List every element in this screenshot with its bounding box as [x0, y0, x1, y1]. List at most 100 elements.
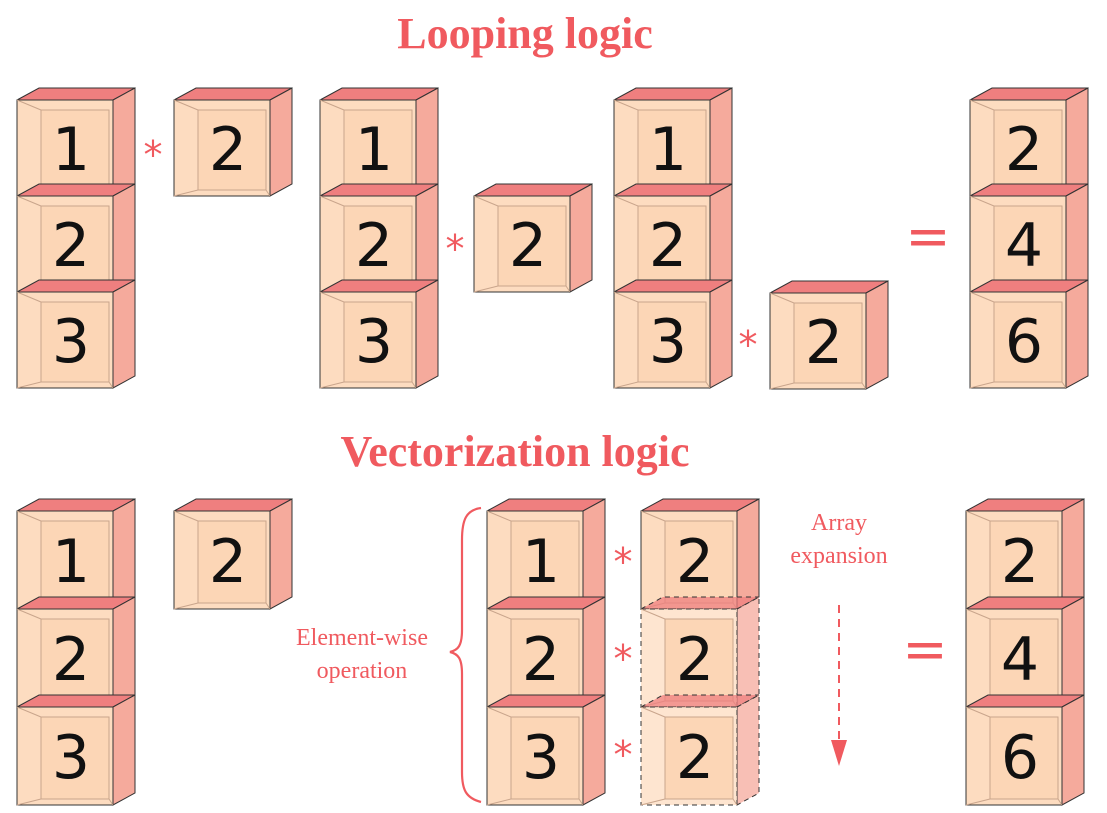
looping-vector-2-cell-2-bevel-line	[319, 195, 345, 207]
looping-scalar-1-side-face	[269, 87, 293, 197]
looping-vector-2-cell-2-inner-face	[343, 205, 413, 287]
vectorization-result-cell-3-bevel-line	[1057, 798, 1063, 806]
looping-result-cell-2-side-face	[1065, 183, 1089, 293]
vectorization-result-cell-2-value: 4	[1001, 625, 1039, 695]
elementwise-vector-cell-1: 1	[486, 498, 606, 610]
looping-vector-3-cell-3-value: 3	[649, 307, 687, 377]
looping-scalar-3-bevel-line	[769, 382, 795, 390]
expanded-scalar-cell-1-inner-face	[664, 520, 734, 604]
elementwise-vector-cell-2: 2	[486, 596, 606, 708]
looping-scalar-1-value: 2	[209, 115, 247, 185]
equals-sign: =	[902, 618, 947, 681]
scalar-input: 2	[173, 498, 293, 610]
multiply-sign: *	[144, 133, 163, 177]
expanded-scalar-cell-3-bevel-line	[640, 798, 666, 806]
scalar-input-bevel-line	[265, 602, 271, 610]
looping-scalar-3: 2	[769, 280, 889, 390]
looping-vector-1-cell-3-value: 3	[52, 307, 90, 377]
looping-vector-2-cell-3-inner-face	[343, 301, 413, 383]
vector-input-cell-3-value: 3	[52, 723, 90, 793]
looping-result-cell-3-value: 6	[1005, 307, 1043, 377]
expanded-scalar-cell-3-bevel-line	[732, 798, 738, 806]
looping-result-cell-1-inner-face	[993, 109, 1063, 191]
looping-vector-1-cell-2-inner-face	[40, 205, 110, 287]
vector-input-cell-3-bevel-line	[16, 798, 42, 806]
vectorization-result-cell-3: 6	[965, 694, 1085, 806]
looping-scalar-2: 2	[473, 183, 593, 293]
looping-vector-3-cell-3-bevel-line	[613, 381, 639, 389]
vector-input-cell-2-side-face	[112, 596, 136, 708]
elementwise-vector-cell-2-value: 2	[522, 625, 560, 695]
looping-result-cell-1: 2	[969, 87, 1089, 197]
looping-vector-3-cell-1-bevel-line	[613, 99, 639, 111]
vectorization-result-cell-1-value: 2	[1001, 527, 1039, 597]
looping-vector-2-cell-3-bevel-line	[411, 381, 417, 389]
looping-vector-2-cell-1-inner-face	[343, 109, 413, 191]
looping-scalar-2-bevel-line	[473, 285, 499, 293]
looping-result-cell-1-value: 2	[1005, 115, 1043, 185]
vectorization-result-cell-3-value: 6	[1001, 723, 1039, 793]
elementwise-vector-cell-3-side-face	[582, 694, 606, 806]
vector-input-cell-1-bevel-line	[16, 510, 42, 522]
elementwise-vector-cell-3-bevel-line	[486, 706, 512, 718]
expanded-scalar-cell-1: 2	[640, 498, 760, 610]
looping-vector-3-cell-3: 3	[613, 279, 733, 389]
elementwise-vector-cell-1-side-face	[582, 498, 606, 610]
looping-vector-3-cell-2-value: 2	[649, 211, 687, 281]
looping-vector-1-cell-2-value: 2	[52, 211, 90, 281]
elementwise-vector-cell-3-bevel-line	[486, 798, 512, 806]
elementwise-vector-cell-2-inner-face	[510, 618, 580, 702]
vectorization-title: Vectorization logic	[340, 427, 689, 476]
looping-vector-1-cell-1-bevel-line	[16, 99, 42, 111]
scalar-input-bevel-line	[173, 510, 199, 522]
expanded-scalar-cell-2: 2	[640, 596, 760, 708]
looping-result-cell-2-bevel-line	[969, 195, 995, 207]
vector-input-cell-1-value: 1	[52, 527, 90, 597]
looping-vector-3-cell-2-bevel-line	[613, 195, 639, 207]
looping-vector-2-cell-1-bevel-line	[319, 99, 345, 111]
looping-scalar-1-bevel-line	[173, 99, 199, 111]
elementwise-label-line-2: operation	[317, 658, 408, 684]
looping-vector-3-cell-1: 1	[613, 87, 733, 197]
expanded-scalar-cell-3: 2	[640, 694, 760, 806]
scalar-input-value: 2	[209, 527, 247, 597]
looping-vector-2-cell-1-side-face	[415, 87, 439, 197]
vectorization-result-cell-1: 2	[965, 498, 1085, 610]
elementwise-label-line-1: Element-wise	[296, 625, 428, 651]
looping-vector-3-cell-1-side-face	[709, 87, 733, 197]
expanded-scalar-cell-3-side-face	[736, 694, 760, 806]
looping-vector-1-cell-2: 2	[16, 183, 136, 293]
elementwise-vector-cell-1-inner-face	[510, 520, 580, 604]
looping-scalar-3-value: 2	[805, 308, 843, 378]
multiply-sign: *	[614, 733, 633, 777]
looping-vector-1-cell-1-side-face	[112, 87, 136, 197]
vector-input-cell-3-bevel-line	[16, 706, 42, 718]
looping-result-cell-2: 4	[969, 183, 1089, 293]
multiply-sign: *	[614, 540, 633, 584]
looping-scalar-1-bevel-line	[265, 189, 271, 197]
looping-result-cell-3-inner-face	[993, 301, 1063, 383]
elementwise-vector-cell-2-bevel-line	[486, 608, 512, 620]
looping-vector-1-cell-2-bevel-line	[16, 195, 42, 207]
vectorization-result-cell-3-bevel-line	[965, 798, 991, 806]
looping-vector-1-cell-3: 3	[16, 279, 136, 389]
expansion-label-line-2: expansion	[790, 543, 887, 569]
vector-input-cell-1-inner-face	[40, 520, 110, 604]
looping-scalar-2-value: 2	[509, 211, 547, 281]
vector-input-cell-1: 1	[16, 498, 136, 610]
looping-scalar-2-bevel-line	[565, 285, 571, 293]
expanded-scalar-cell-2-side-face	[736, 596, 760, 708]
looping-vector-2-cell-1: 1	[319, 87, 439, 197]
looping-result-cell-3-side-face	[1065, 279, 1089, 389]
elementwise-vector-cell-1-value: 1	[522, 527, 560, 597]
looping-result-cell-3-bevel-line	[969, 291, 995, 303]
looping-vector-2-cell-3-bevel-line	[319, 381, 345, 389]
looping-scalar-3-inner-face	[793, 302, 863, 384]
looping-scalar-1: 2	[173, 87, 293, 197]
looping-result-cell-3: 6	[969, 279, 1089, 389]
vector-input-cell-1-side-face	[112, 498, 136, 610]
looping-vector-1-cell-3-inner-face	[40, 301, 110, 383]
expansion-arrow-head-icon	[831, 740, 847, 766]
looping-vector-1-cell-1-value: 1	[52, 115, 90, 185]
